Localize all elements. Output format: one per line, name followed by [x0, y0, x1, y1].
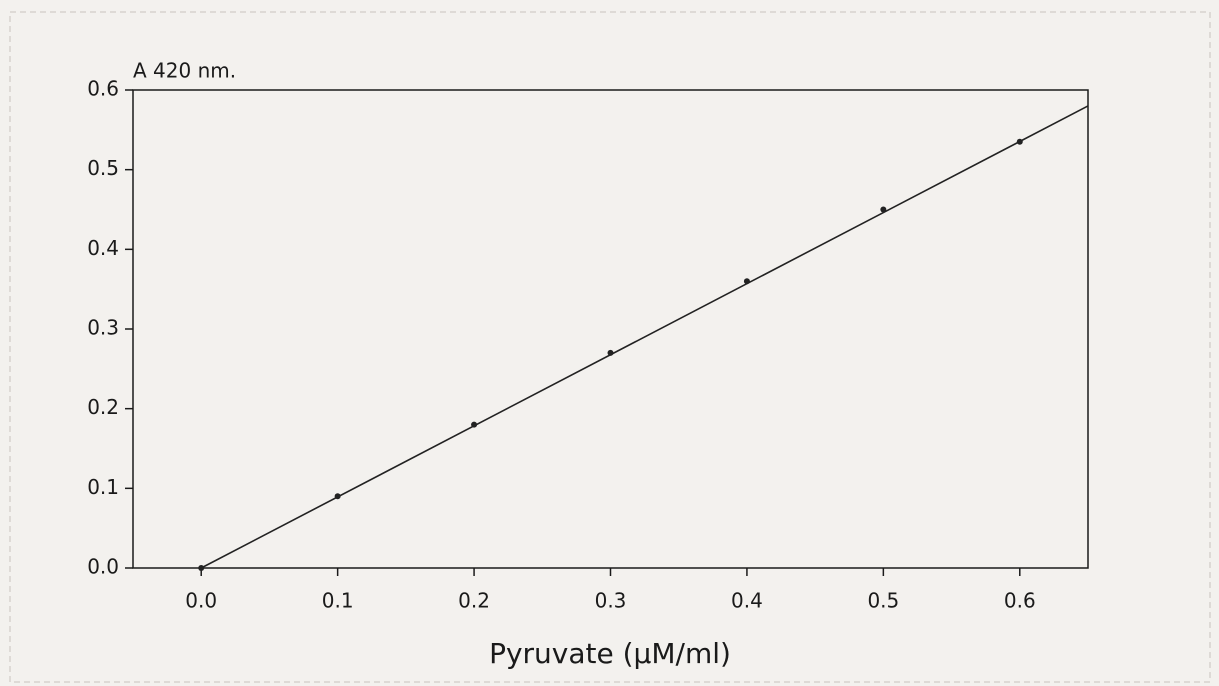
x-tick-label: 0.0 — [185, 589, 217, 613]
fit-line — [200, 105, 1089, 569]
data-point — [743, 278, 750, 285]
y-tick-label: 0.4 — [87, 236, 119, 260]
x-axis-label: Pyruvate (μM/ml) — [489, 637, 731, 670]
data-point — [880, 206, 887, 213]
x-tick-label: 0.3 — [595, 589, 627, 613]
y-tick-label: 0.2 — [87, 395, 119, 419]
data-point — [334, 493, 341, 500]
x-tick-label: 0.4 — [731, 589, 763, 613]
y-tick-label: 0.0 — [87, 555, 119, 579]
y-tick-label: 0.6 — [87, 77, 119, 101]
data-point — [471, 421, 478, 428]
x-tick-label: 0.5 — [867, 589, 899, 613]
y-tick-label: 0.5 — [87, 156, 119, 180]
x-tick-label: 0.2 — [458, 589, 490, 613]
y-axis-label: A 420 nm. — [133, 59, 236, 83]
data-point — [198, 565, 205, 571]
y-tick-label: 0.1 — [87, 475, 119, 499]
x-tick-label: 0.6 — [1004, 589, 1036, 613]
data-point — [1016, 138, 1023, 145]
data-point — [607, 349, 614, 356]
y-tick-label: 0.3 — [87, 316, 119, 340]
page-border — [9, 11, 1211, 683]
x-tick-label: 0.1 — [322, 589, 354, 613]
